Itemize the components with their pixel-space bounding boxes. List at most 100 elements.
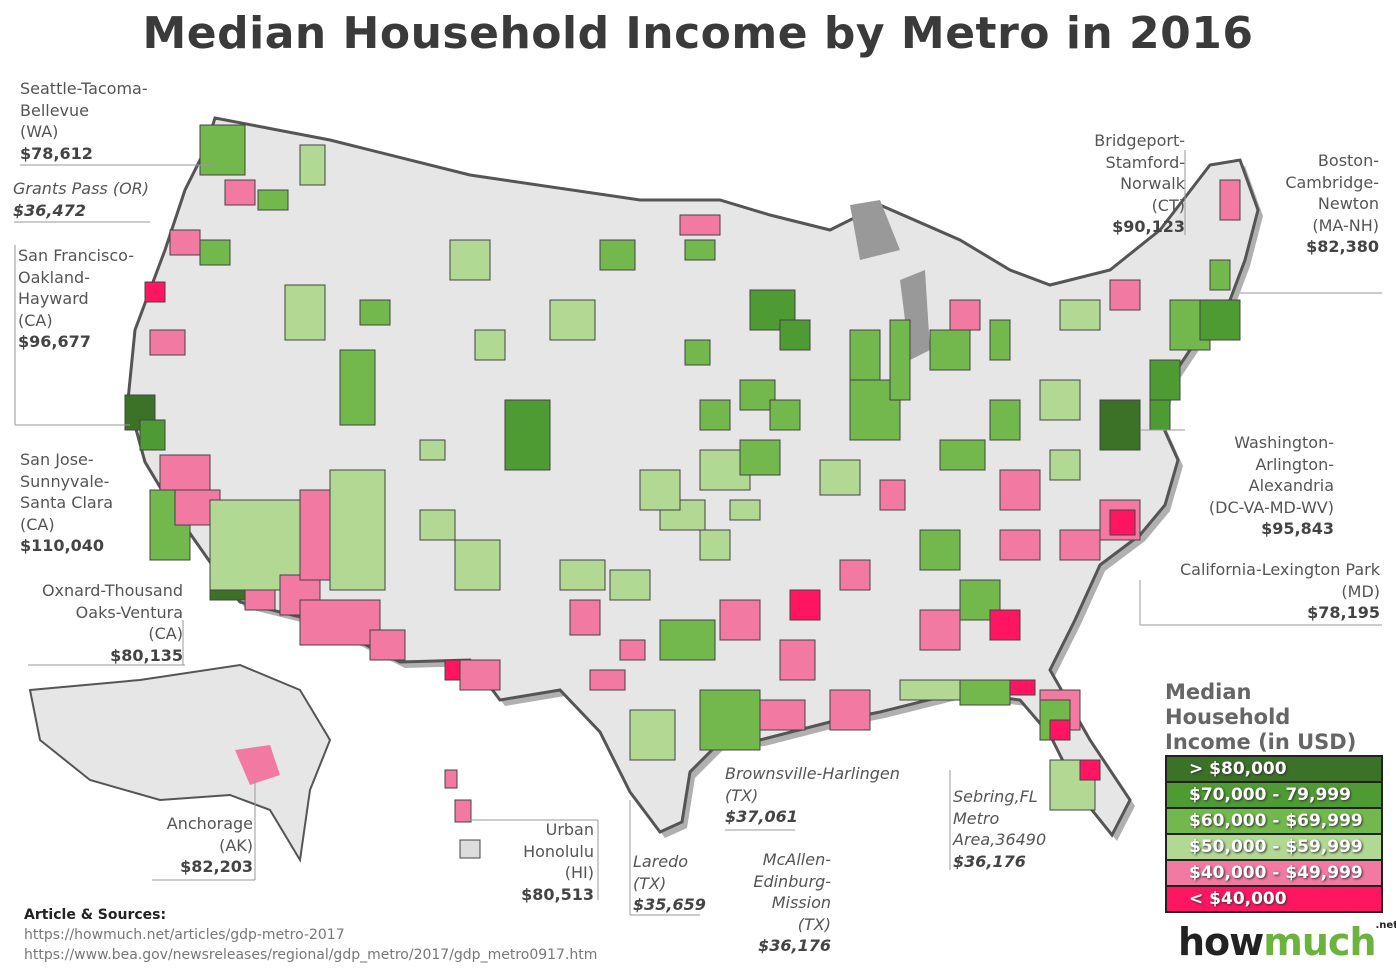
metro-area xyxy=(919,529,961,571)
legend-title: Median Household Income (in USD) xyxy=(1165,680,1357,754)
logo-text: much xyxy=(1263,920,1376,964)
metro-area xyxy=(729,499,761,521)
metro-area xyxy=(169,229,201,256)
legend: Median Household Income (in USD) > $80,0… xyxy=(1165,680,1383,913)
metro-area xyxy=(449,239,491,281)
metro-area xyxy=(299,144,326,186)
source-link[interactable]: https://howmuch.net/articles/gdp-metro-2… xyxy=(24,927,345,943)
annotation-label: Urban Honolulu (HI) xyxy=(523,820,594,882)
metro-area xyxy=(359,299,391,326)
metro-area xyxy=(369,629,406,661)
metro-area xyxy=(589,669,626,691)
annotation-san-francisco: San Francisco- Oakland- Hayward (CA) $96,… xyxy=(18,245,134,353)
metro-area xyxy=(619,639,646,661)
metro-area xyxy=(474,329,506,361)
annotation-label: San Jose- Sunnyvale- Santa Clara (CA) xyxy=(20,450,114,534)
metro-area xyxy=(819,459,861,496)
metro-area xyxy=(1009,679,1036,696)
metro-area xyxy=(144,281,166,303)
annotation-mcallen: McAllen- Edinburg- Mission (TX) $36,176 xyxy=(753,849,831,957)
annotation-label: Sebring,FL Metro Area,36490 xyxy=(953,787,1047,849)
metro-area xyxy=(1079,759,1101,781)
annotation-sebring: Sebring,FL Metro Area,36490 $36,176 xyxy=(953,786,1046,872)
metro-area xyxy=(609,569,651,601)
metro-area xyxy=(759,699,806,731)
metro-area xyxy=(779,319,811,351)
metro-area xyxy=(679,214,721,236)
metro-area xyxy=(1199,299,1241,341)
metro-area xyxy=(879,479,906,511)
metro-area xyxy=(829,689,871,731)
annotation-bridgeport: Bridgeport- Stamford- Norwalk (CT) $90,12… xyxy=(1094,130,1185,238)
annotation-california-md: California-Lexington Park (MD) $78,195 xyxy=(1180,559,1380,624)
metro-area xyxy=(699,689,761,751)
metro-area xyxy=(454,539,501,591)
annotation-san-jose: San Jose- Sunnyvale- Santa Clara (CA) $11… xyxy=(20,449,113,557)
annotation-value: $95,843 xyxy=(1261,519,1334,538)
annotation-value: $37,061 xyxy=(725,807,798,826)
legend-item: $50,000 - $59,999 xyxy=(1165,835,1383,861)
howmuch-logo: howmuch.net xyxy=(1178,920,1396,964)
metro-area xyxy=(1109,509,1136,536)
metro-area xyxy=(1049,449,1081,481)
metro-area xyxy=(419,509,456,541)
metro-area xyxy=(339,349,376,426)
annotation-label: Grants Pass (OR) xyxy=(13,179,150,198)
metro-area xyxy=(459,659,501,691)
metro-area xyxy=(889,319,911,401)
metro-area xyxy=(999,529,1041,561)
hawaii-island xyxy=(454,799,472,823)
metro-area xyxy=(149,329,186,356)
metro-area xyxy=(789,589,821,621)
annotation-laredo: Laredo (TX) $35,659 xyxy=(633,851,706,916)
sources-heading: Article & Sources: xyxy=(24,907,167,923)
annotation-label: Washington- Arlington- Alexandria (DC-VA… xyxy=(1208,433,1334,517)
legend-item: $60,000 - $69,999 xyxy=(1165,809,1383,835)
annotation-label: Anchorage (AK) xyxy=(166,814,253,855)
legend-item: $70,000 - 79,999 xyxy=(1165,783,1383,809)
metro-area xyxy=(139,419,166,451)
metro-area xyxy=(629,709,676,761)
annotation-value: $80,513 xyxy=(521,884,594,904)
annotation-value: $36,176 xyxy=(953,851,1026,871)
metro-area xyxy=(1049,759,1096,811)
metro-area xyxy=(929,329,971,371)
metro-area xyxy=(199,124,246,176)
annotation-seattle: Seattle-Tacoma- Bellevue (WA) $78,612 xyxy=(20,78,148,164)
sources: Article & Sources: https://howmuch.net/a… xyxy=(24,905,597,965)
metro-area xyxy=(699,399,731,431)
annotation-label: San Francisco- Oakland- Hayward (CA) xyxy=(18,246,134,330)
metro-area xyxy=(1059,299,1101,331)
metro-area xyxy=(849,329,881,381)
annotation-washington: Washington- Arlington- Alexandria (DC-VA… xyxy=(1209,432,1334,540)
metro-area xyxy=(1149,399,1171,431)
metro-area xyxy=(569,599,601,636)
metro-area xyxy=(1209,259,1231,291)
annotation-brownsville: Brownsville-Harlingen (TX) $37,061 xyxy=(725,763,900,828)
metro-area xyxy=(599,239,636,271)
metro-area xyxy=(639,469,681,511)
metro-area xyxy=(899,679,961,701)
metro-area xyxy=(719,599,761,641)
metro-area xyxy=(959,679,1011,706)
metro-area xyxy=(329,469,386,591)
metro-area xyxy=(1149,359,1181,401)
legend-item: > $80,000 xyxy=(1165,755,1383,783)
source-link[interactable]: https://www.bea.gov/newsreleases/regiona… xyxy=(24,947,598,963)
annotation-value: $110,040 xyxy=(20,536,105,555)
annotation-label: Seattle-Tacoma- Bellevue (WA) xyxy=(20,79,148,141)
metro-area xyxy=(659,619,716,661)
metro-area xyxy=(257,189,289,211)
annotation-label: California-Lexington Park (MD) xyxy=(1179,560,1380,601)
metro-area xyxy=(224,179,256,206)
annotation-value: $80,135 xyxy=(110,645,183,665)
hawaii-island xyxy=(444,769,458,789)
metro-area xyxy=(1039,379,1081,421)
annotation-value: $90,123 xyxy=(1112,217,1185,236)
legend-item: < $40,000 xyxy=(1165,887,1383,913)
metro-area xyxy=(559,559,606,591)
metro-area xyxy=(1109,279,1141,311)
metro-area xyxy=(699,529,731,561)
